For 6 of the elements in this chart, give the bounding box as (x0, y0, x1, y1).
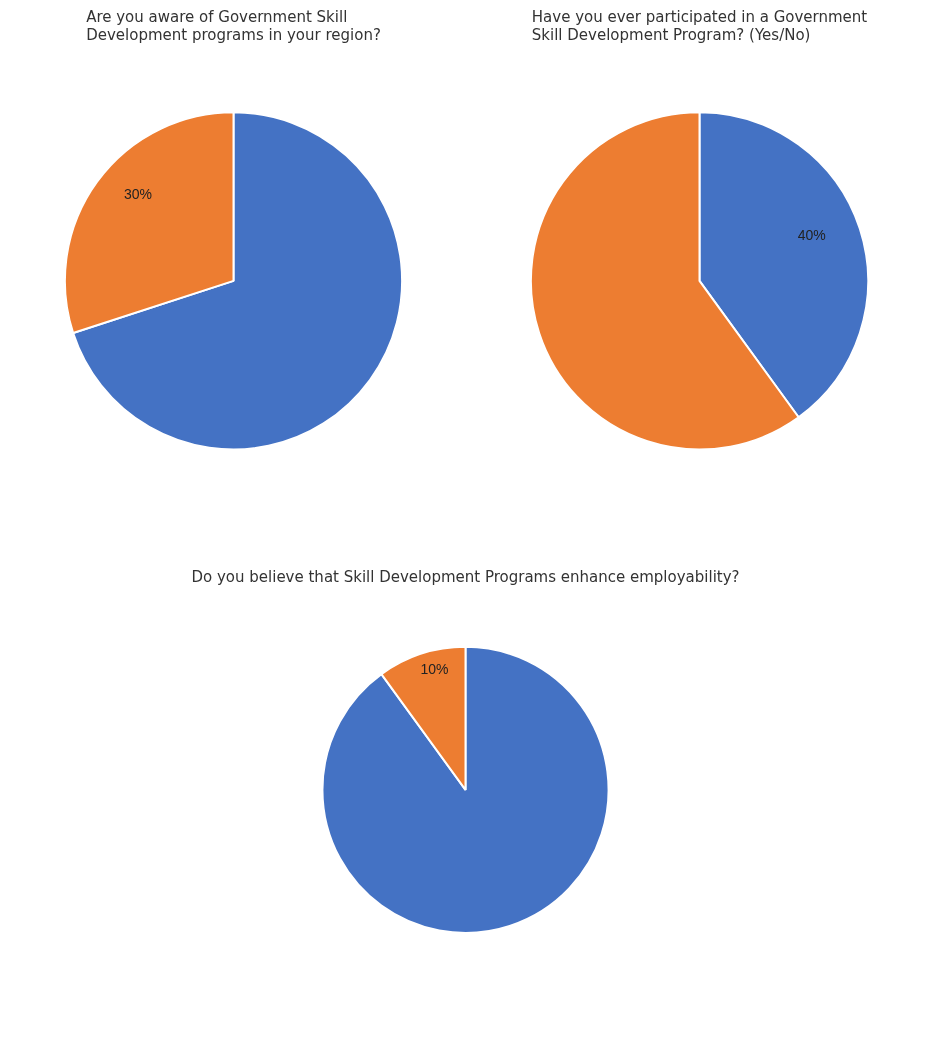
data-label: 30% (124, 185, 153, 202)
chart-title: Are you aware of Government Skill Development programs in your region? (86, 7, 381, 44)
chart-title: Do you believe that Skill Development Programs enhance employability? (191, 567, 740, 586)
data-label: 40% (797, 227, 826, 244)
chart-title: Have you ever participated in a Government Skill Development Program? (Yes/No) (531, 7, 868, 44)
data-label: 10% (420, 661, 449, 678)
